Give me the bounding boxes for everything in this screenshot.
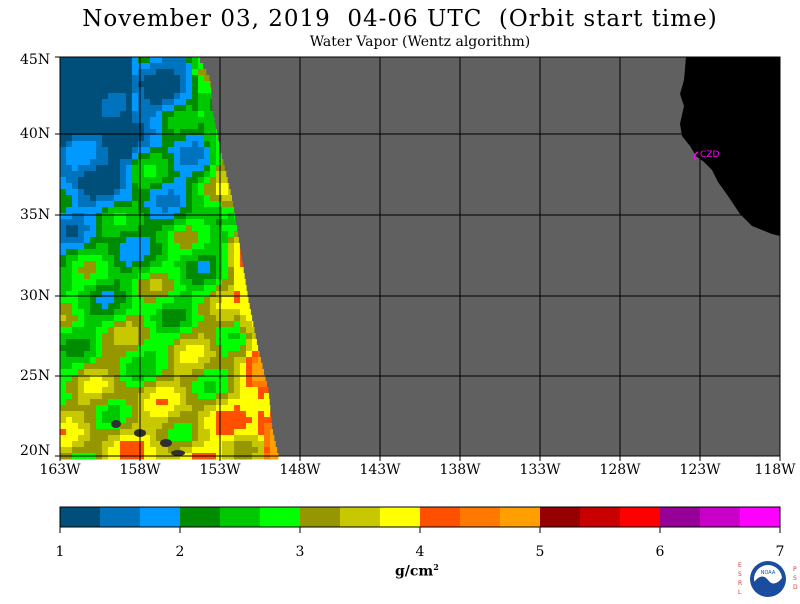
- colorbar-swatch-3: [180, 507, 221, 527]
- lon-label-148w: 148W: [279, 462, 321, 478]
- colorbar-swatch-8: [380, 507, 421, 527]
- colorbar-swatch-4: [220, 507, 261, 527]
- map-frame: [59, 56, 781, 457]
- lon-label-158w: 158W: [119, 462, 161, 478]
- island-0: [111, 420, 121, 428]
- colorbar-swatch-16: [700, 507, 741, 527]
- lat-label-30n: 30N: [20, 288, 51, 304]
- station-czd-marker: [693, 151, 699, 161]
- colorbar-tick-2: 2: [175, 544, 185, 560]
- lat-label-20n: 20N: [20, 443, 51, 459]
- colorbar-swatch-5: [260, 507, 301, 527]
- station-czd-label: CZD: [700, 150, 719, 160]
- colorbar-tick-7: 7: [775, 544, 785, 560]
- colorbar-tick-6: 6: [655, 544, 665, 560]
- colorbar-tick-5: 5: [535, 544, 545, 560]
- colorbar-swatch-17: [740, 507, 781, 527]
- colorbar-swatch-10: [460, 507, 501, 527]
- lat-label-40n: 40N: [20, 126, 51, 142]
- lon-label-133w: 133W: [519, 462, 561, 478]
- colorbar-swatch-7: [340, 507, 381, 527]
- colorbar-swatch-13: [580, 507, 621, 527]
- lon-label-128w: 128W: [599, 462, 641, 478]
- lon-label-163w: 163W: [39, 462, 81, 478]
- lat-label-35n: 35N: [20, 207, 51, 223]
- colorbar-swatch-14: [620, 507, 661, 527]
- colorbar-swatch-0: [60, 507, 101, 527]
- svg-text:NOAA: NOAA: [761, 570, 776, 576]
- lon-label-118w: 118W: [754, 462, 796, 478]
- lon-label-123w: 123W: [679, 462, 721, 478]
- noaa-logo: NOAA E S R L P S D: [738, 561, 798, 597]
- colorbar-swatch-6: [300, 507, 341, 527]
- page-title: November 03, 2019 04-06 UTC (Orbit start…: [82, 6, 718, 32]
- water-vapor-swath: [60, 57, 279, 460]
- colorbar-tick-3: 3: [295, 544, 305, 560]
- lon-label-138w: 138W: [439, 462, 481, 478]
- island-3: [171, 450, 185, 456]
- colorbar-swatch-15: [660, 507, 701, 527]
- colorbar-tick-4: 4: [415, 544, 425, 560]
- lat-label-45n: 45N: [20, 52, 51, 68]
- lon-label-153w: 153W: [199, 462, 241, 478]
- land-west-coast: [680, 57, 780, 236]
- lon-label-143w: 143W: [359, 462, 401, 478]
- colorbar-swatch-2: [140, 507, 181, 527]
- colorbar-tick-1: 1: [55, 544, 65, 560]
- colorbar-swatch-12: [540, 507, 581, 527]
- colorbar-units: g/cm2: [395, 562, 439, 580]
- colorbar-swatch-9: [420, 507, 461, 527]
- lat-label-25n: 25N: [20, 368, 51, 384]
- colorbar-swatch-11: [500, 507, 541, 527]
- island-2: [160, 439, 172, 447]
- page-subtitle: Water Vapor (Wentz algorithm): [309, 34, 531, 50]
- colorbar-swatch-1: [100, 507, 141, 527]
